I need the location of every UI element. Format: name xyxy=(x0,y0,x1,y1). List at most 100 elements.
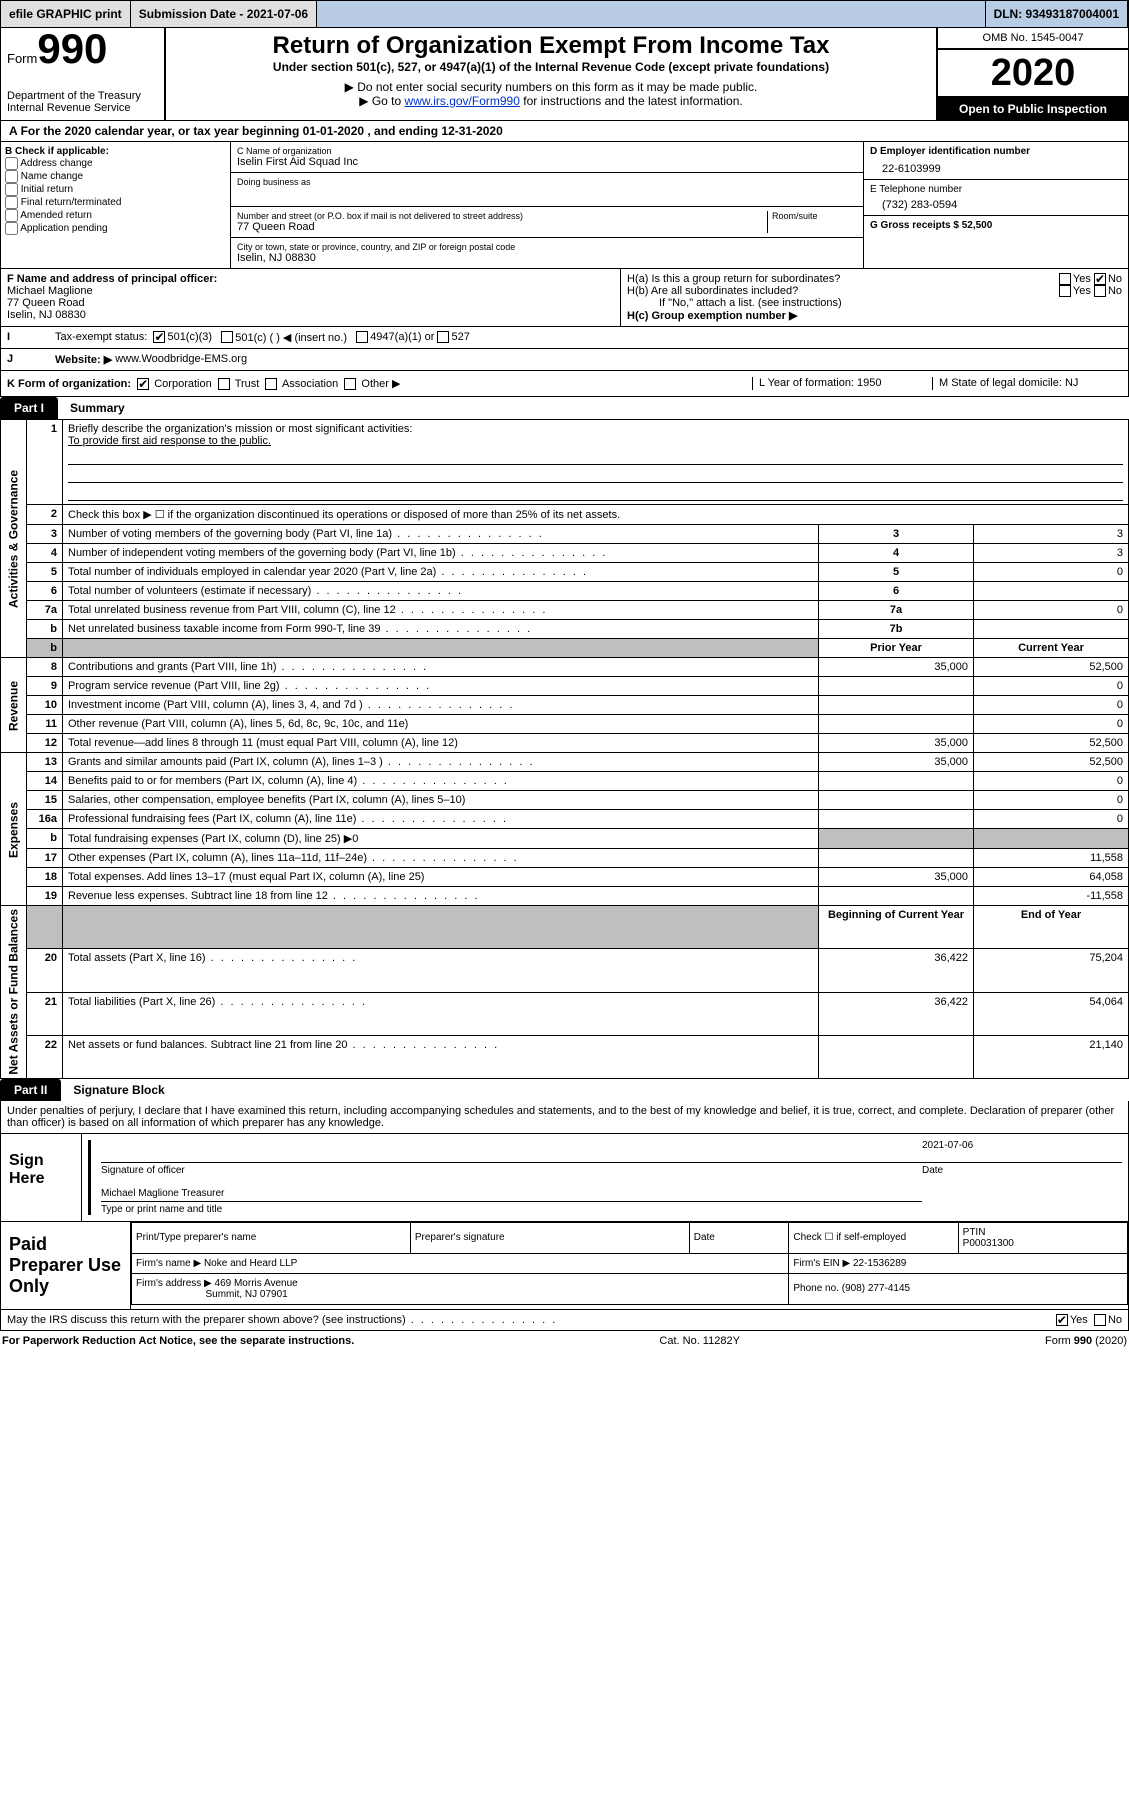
perjury-statement: Under penalties of perjury, I declare th… xyxy=(0,1101,1129,1134)
hdr-curr: Current Year xyxy=(974,639,1129,658)
rev-10-curr: 0 xyxy=(974,696,1129,715)
side-netassets: Net Assets or Fund Balances xyxy=(1,906,27,1079)
net-20-desc: Total assets (Part X, line 16) xyxy=(63,949,819,992)
exp-16a-desc: Professional fundraising fees (Part IX, … xyxy=(63,810,819,829)
exp-19-desc: Revenue less expenses. Subtract line 18 … xyxy=(63,887,819,906)
dba-label: Doing business as xyxy=(237,177,857,187)
period-text: For the 2020 calendar year, or tax year … xyxy=(21,124,503,138)
net-21-prior: 36,422 xyxy=(819,992,974,1035)
hb-yes[interactable] xyxy=(1059,285,1071,297)
signature-section: Sign Here Signature of officer Michael M… xyxy=(0,1134,1129,1222)
form-title: Return of Organization Exempt From Incom… xyxy=(176,32,926,60)
officer-name-title: Michael Maglione Treasurer xyxy=(101,1188,922,1199)
instruction-line-1: ▶ Do not enter social security numbers o… xyxy=(176,80,926,94)
discuss-no[interactable] xyxy=(1094,1314,1106,1326)
officer-addr2: Iselin, NJ 08830 xyxy=(7,309,614,321)
exp-13-prior: 35,000 xyxy=(819,753,974,772)
dln-label: DLN: 93493187004001 xyxy=(986,1,1128,27)
ha-yes[interactable] xyxy=(1059,273,1071,285)
tax-period-row: A For the 2020 calendar year, or tax yea… xyxy=(0,121,1129,142)
exp-18-prior: 35,000 xyxy=(819,868,974,887)
row-7b-desc: Net unrelated business taxable income fr… xyxy=(63,620,819,639)
department-label: Department of the Treasury Internal Reve… xyxy=(7,90,158,114)
firm-name-label: Firm's name ▶ xyxy=(136,1258,201,1269)
form-subtitle: Under section 501(c), 527, or 4947(a)(1)… xyxy=(176,60,926,74)
cb-initial-return[interactable]: Initial return xyxy=(5,183,226,196)
paid-preparer-label: Paid Preparer Use Only xyxy=(1,1222,131,1309)
row-3-desc: Number of voting members of the governin… xyxy=(63,525,819,544)
cb-4947[interactable] xyxy=(356,331,368,343)
discuss-yes[interactable] xyxy=(1056,1314,1068,1326)
discuss-row: May the IRS discuss this return with the… xyxy=(0,1310,1129,1331)
rev-10-desc: Investment income (Part VIII, column (A)… xyxy=(63,696,819,715)
form-header: Form 990 Department of the Treasury Inte… xyxy=(0,28,1129,121)
side-revenue: Revenue xyxy=(1,658,27,753)
ha-no[interactable] xyxy=(1094,273,1106,285)
cb-corporation[interactable] xyxy=(137,378,149,390)
firm-phone: (908) 277-4145 xyxy=(842,1283,910,1294)
part1-header: Part I Summary xyxy=(0,397,1129,419)
form-number: Form 990 xyxy=(7,28,158,70)
gross-receipts: G Gross receipts $ 52,500 xyxy=(870,220,1122,231)
q1-label: Briefly describe the organization's miss… xyxy=(68,423,412,435)
net-20-prior: 36,422 xyxy=(819,949,974,992)
form990-link[interactable]: www.irs.gov/Form990 xyxy=(405,94,520,108)
exp-19-curr: -11,558 xyxy=(974,887,1129,906)
tax-exempt-row: I Tax-exempt status: 501(c)(3) 501(c) ( … xyxy=(0,327,1129,349)
exp-17-desc: Other expenses (Part IX, column (A), lin… xyxy=(63,849,819,868)
cb-other[interactable] xyxy=(344,378,356,390)
side-activities: Activities & Governance xyxy=(1,420,27,658)
part2-tab: Part II xyxy=(0,1079,61,1101)
phone-value: (732) 283-0594 xyxy=(870,195,1122,211)
sign-here-label: Sign Here xyxy=(1,1134,81,1221)
top-bar: efile GRAPHIC print Submission Date - 20… xyxy=(0,0,1129,28)
cb-final-return[interactable]: Final return/terminated xyxy=(5,196,226,209)
cb-trust[interactable] xyxy=(218,378,230,390)
firm-phone-label: Phone no. xyxy=(793,1283,839,1294)
hdr-begin: Beginning of Current Year xyxy=(819,906,974,949)
opt-other: Other ▶ xyxy=(361,378,400,390)
firm-name: Noke and Heard LLP xyxy=(204,1258,297,1269)
rev-8-curr: 52,500 xyxy=(974,658,1129,677)
hb-note: If "No," attach a list. (see instruction… xyxy=(627,297,1122,309)
side-expenses: Expenses xyxy=(1,753,27,906)
row-4-val: 3 xyxy=(974,544,1129,563)
net-22-curr: 21,140 xyxy=(974,1035,1129,1078)
net-21-desc: Total liabilities (Part X, line 26) xyxy=(63,992,819,1035)
part1-title: Summary xyxy=(70,401,125,415)
net-22-desc: Net assets or fund balances. Subtract li… xyxy=(63,1035,819,1078)
rev-11-desc: Other revenue (Part VIII, column (A), li… xyxy=(63,715,819,734)
efile-print-button[interactable]: efile GRAPHIC print xyxy=(1,1,131,27)
sign-date-label: Date xyxy=(922,1165,1122,1176)
row-5-val: 0 xyxy=(974,563,1129,582)
firm-addr2: Summit, NJ 07901 xyxy=(205,1289,287,1300)
exp-14-desc: Benefits paid to or for members (Part IX… xyxy=(63,772,819,791)
exp-18-curr: 64,058 xyxy=(974,868,1129,887)
cb-name-change[interactable]: Name change xyxy=(5,170,226,183)
sign-date: 2021-07-06 xyxy=(922,1140,1122,1160)
firm-addr-label: Firm's address ▶ xyxy=(136,1278,212,1289)
cb-527[interactable] xyxy=(437,331,449,343)
exp-13-curr: 52,500 xyxy=(974,753,1129,772)
cb-application-pending[interactable]: Application pending xyxy=(5,222,226,235)
row-4-desc: Number of independent voting members of … xyxy=(63,544,819,563)
type-print-label: Type or print name and title xyxy=(101,1204,922,1215)
cb-address-change[interactable]: Address change xyxy=(5,157,226,170)
row-6-val xyxy=(974,582,1129,601)
sig-officer-label: Signature of officer xyxy=(101,1165,922,1176)
hdr-end: End of Year xyxy=(974,906,1129,949)
ha-label: H(a) Is this a group return for subordin… xyxy=(627,273,840,285)
prep-sig-hdr: Preparer's signature xyxy=(410,1222,689,1253)
hb-no[interactable] xyxy=(1094,285,1106,297)
opt-4947: 4947(a)(1) or xyxy=(370,331,434,344)
opt-501c: 501(c) ( ) ◀ (insert no.) xyxy=(235,331,347,344)
exp-18-desc: Total expenses. Add lines 13–17 (must eq… xyxy=(63,868,819,887)
cb-501c3[interactable] xyxy=(153,331,165,343)
cb-amended-return[interactable]: Amended return xyxy=(5,209,226,222)
cb-501c[interactable] xyxy=(221,331,233,343)
officer-name: Michael Maglione xyxy=(7,285,614,297)
cb-association[interactable] xyxy=(265,378,277,390)
paperwork-notice: For Paperwork Reduction Act Notice, see … xyxy=(2,1335,354,1347)
q1-answer: To provide first aid response to the pub… xyxy=(68,435,271,447)
ptin-value: P00031300 xyxy=(963,1238,1014,1249)
